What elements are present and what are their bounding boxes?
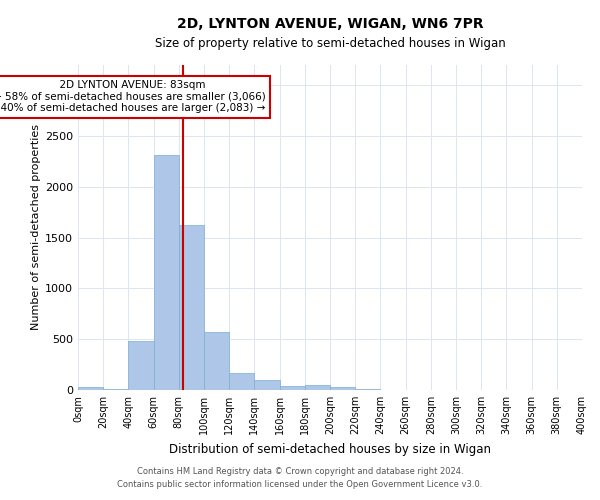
Bar	[280, 386, 305, 390]
Bar	[254, 380, 280, 390]
Bar	[229, 373, 254, 390]
Text: Size of property relative to semi-detached houses in Wigan: Size of property relative to semi-detach…	[155, 38, 505, 51]
Bar	[330, 387, 355, 390]
Text: 2D, LYNTON AVENUE, WIGAN, WN6 7PR: 2D, LYNTON AVENUE, WIGAN, WN6 7PR	[176, 18, 484, 32]
Text: Contains HM Land Registry data © Crown copyright and database right 2024.: Contains HM Land Registry data © Crown c…	[137, 467, 463, 476]
Bar	[78, 387, 103, 390]
Bar	[305, 385, 330, 390]
Y-axis label: Number of semi-detached properties: Number of semi-detached properties	[31, 124, 41, 330]
Bar	[128, 341, 154, 390]
Text: 2D LYNTON AVENUE: 83sqm
← 58% of semi-detached houses are smaller (3,066)
  40% : 2D LYNTON AVENUE: 83sqm ← 58% of semi-de…	[0, 80, 266, 114]
Bar	[154, 156, 179, 390]
Bar	[204, 332, 229, 390]
Bar	[179, 226, 204, 390]
Text: Contains public sector information licensed under the Open Government Licence v3: Contains public sector information licen…	[118, 480, 482, 489]
X-axis label: Distribution of semi-detached houses by size in Wigan: Distribution of semi-detached houses by …	[169, 442, 491, 456]
